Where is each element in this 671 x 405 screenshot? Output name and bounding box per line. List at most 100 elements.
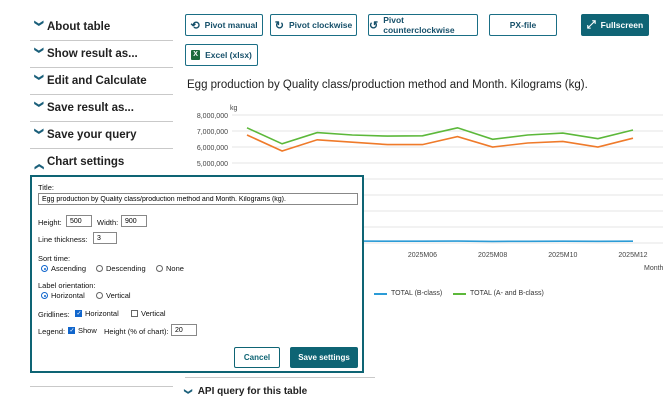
accordion-label: About table <box>47 21 111 33</box>
radio-label: None <box>166 264 184 273</box>
radio-label: Descending <box>106 264 146 273</box>
pivot-icon: ⟲ <box>190 19 200 32</box>
accordion-chart-settings[interactable]: ❯ Chart settings <box>30 149 173 175</box>
y-tick-label: 8,000,000 <box>197 113 228 120</box>
legend-setting-label: Legend: <box>38 327 66 336</box>
accordion-edit-calculate[interactable]: ❯ Edit and Calculate <box>30 68 173 95</box>
x-tick-label: 2025M06 <box>408 252 437 259</box>
checkbox-box <box>68 327 75 334</box>
label-orientation-label: Label orientation: <box>38 281 96 290</box>
sidebar: ❯ About table ❯ Show result as... ❯ Edit an… <box>30 14 173 175</box>
sort-descending-radio[interactable]: Descending <box>96 264 146 273</box>
chevron-up-icon: ❯ <box>33 162 44 170</box>
px-file-button[interactable]: PX-file <box>489 14 557 36</box>
gridlines-vertical-checkbox[interactable]: Vertical <box>131 309 166 318</box>
chart-title: Egg production by Quality class/producti… <box>187 79 588 91</box>
chevron-down-icon: ❯ <box>34 127 45 135</box>
accordion-label: Save result as... <box>47 102 134 114</box>
accordion-save-result[interactable]: ❯ Save result as... <box>30 95 173 122</box>
legend-swatch <box>453 292 466 295</box>
legend-label: TOTAL (A- and B-class) <box>470 290 544 297</box>
expand-icon: ⤢ <box>586 18 596 31</box>
chevron-down-icon: ❯ <box>34 73 45 81</box>
chevron-down-icon: ❯ <box>183 388 193 395</box>
x-axis-label: Month <box>644 265 664 272</box>
legend-item-b-class[interactable]: TOTAL (B-class) <box>374 290 442 297</box>
x-tick-label: 2025M10 <box>548 252 577 259</box>
radio-label: Horizontal <box>51 291 85 300</box>
radio-label: Ascending <box>51 264 87 273</box>
y-tick-label: 7,000,000 <box>197 129 228 136</box>
chevron-down-icon: ❯ <box>34 19 45 27</box>
radio-label: Vertical <box>106 291 131 300</box>
x-tick-label: 2025M12 <box>618 252 647 259</box>
legend-height-label: Height (% of chart): <box>104 327 169 336</box>
chevron-down-icon: ❯ <box>34 100 45 108</box>
line-thickness-label: Line thickness: <box>38 235 88 244</box>
gridlines-label: Gridlines: <box>38 310 70 319</box>
series-line <box>246 126 634 145</box>
legend-item-a-b-class[interactable]: TOTAL (A- and B-class) <box>453 290 544 297</box>
accordion-label: Show result as... <box>47 48 138 60</box>
accordion-about-table[interactable]: ❯ About table <box>30 14 173 41</box>
button-label: Excel (xlsx) <box>205 50 252 60</box>
save-settings-button[interactable]: Save settings <box>290 347 358 368</box>
button-label: Pivot counterclockwise <box>383 15 455 35</box>
fullscreen-button[interactable]: ⤢ Fullscreen <box>581 14 649 36</box>
cancel-button[interactable]: Cancel <box>234 347 280 368</box>
orientation-horizontal-radio[interactable]: Horizontal <box>41 291 85 300</box>
pivot-counterclockwise-button[interactable]: ↺ Pivot counterclockwise <box>368 14 478 36</box>
legend-label: TOTAL (B-class) <box>391 290 443 297</box>
accordion-show-result[interactable]: ❯ Show result as... <box>30 41 173 68</box>
title-label: Title: <box>38 183 54 192</box>
sort-none-radio[interactable]: None <box>156 264 184 273</box>
y-tick-label: 6,000,000 <box>197 145 228 152</box>
rotate-counterclockwise-icon: ↺ <box>369 19 379 32</box>
title-input[interactable] <box>38 193 358 205</box>
checkbox-box <box>75 310 82 317</box>
excel-icon: X <box>191 50 201 60</box>
button-label: Pivot manual <box>204 20 258 30</box>
excel-button[interactable]: X Excel (xlsx) <box>185 44 258 66</box>
button-label: Fullscreen <box>600 20 644 30</box>
checkbox-label: Show <box>78 326 97 335</box>
series-line <box>246 134 634 152</box>
line-thickness-input[interactable] <box>93 232 117 244</box>
sort-time-label: Sort time: <box>38 254 71 263</box>
radio-dot <box>41 292 48 299</box>
x-tick-label: 2025M08 <box>478 252 507 259</box>
chart-settings-panel: Title: Height: Width: Line thickness: So… <box>30 175 364 373</box>
radio-dot <box>96 265 103 272</box>
width-input[interactable] <box>121 215 147 227</box>
button-label: Pivot clockwise <box>288 20 353 30</box>
accordion-label: Save your query <box>47 129 137 141</box>
checkbox-label: Horizontal <box>85 309 119 318</box>
api-query-accordion[interactable]: ❯ API query for this table <box>183 386 308 397</box>
chevron-down-icon: ❯ <box>34 46 45 54</box>
accordion-label: API query for this table <box>197 386 308 397</box>
radio-dot <box>96 292 103 299</box>
y-axis-label: kg <box>230 105 238 112</box>
divider <box>30 386 173 387</box>
button-label: PX-file <box>509 20 537 30</box>
gridlines-horizontal-checkbox[interactable]: Horizontal <box>75 309 119 318</box>
rotate-clockwise-icon: ↻ <box>274 19 284 32</box>
legend-height-input[interactable] <box>171 324 197 336</box>
radio-dot <box>156 265 163 272</box>
checkbox-label: Vertical <box>141 309 166 318</box>
divider <box>185 377 375 378</box>
height-input[interactable] <box>66 215 92 227</box>
width-label: Width: <box>97 218 119 227</box>
y-tick-label: 5,000,000 <box>197 161 228 168</box>
legend-show-checkbox[interactable]: Show <box>68 326 97 335</box>
radio-dot <box>41 265 48 272</box>
accordion-save-query[interactable]: ❯ Save your query <box>30 122 173 149</box>
sort-ascending-radio[interactable]: Ascending <box>41 264 86 273</box>
legend-swatch <box>374 292 387 295</box>
checkbox-box <box>131 310 138 317</box>
pivot-clockwise-button[interactable]: ↻ Pivot clockwise <box>270 14 357 36</box>
height-label: Height: <box>38 218 62 227</box>
accordion-label: Chart settings <box>47 156 125 168</box>
orientation-vertical-radio[interactable]: Vertical <box>96 291 131 300</box>
pivot-manual-button[interactable]: ⟲ Pivot manual <box>185 14 263 36</box>
